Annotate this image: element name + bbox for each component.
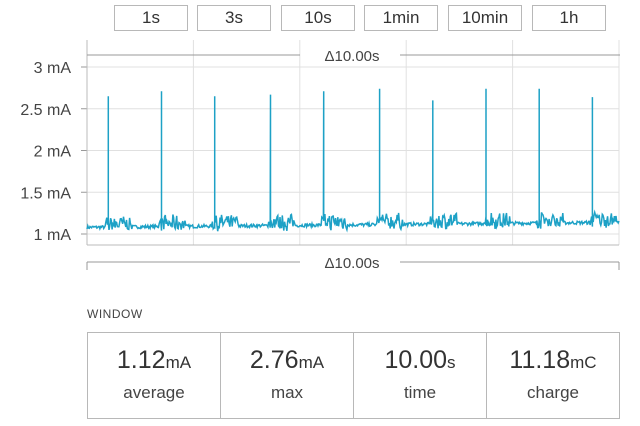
y-axis-ticks: 3 mA 2.5 mA 2 mA 1.5 mA 1 mA <box>20 40 88 245</box>
top-delta-label: Δ10.00s <box>324 48 379 65</box>
stat-unit: s <box>447 353 456 372</box>
y-tick-label: 3 mA <box>34 60 72 77</box>
window-stats-panel: 1.12mA average 2.76mA max 10.00s time 11.18mC c… <box>87 332 620 419</box>
range-button-1h[interactable]: 1h <box>532 5 606 31</box>
bottom-delta-label: Δ10.00s <box>324 255 379 272</box>
stat-label: average <box>123 383 185 402</box>
y-tick-label: 1 mA <box>34 227 72 244</box>
stat-average: 1.12mA average <box>88 333 221 418</box>
stat-label: charge <box>527 383 579 402</box>
y-tick-label: 1.5 mA <box>20 185 71 202</box>
stat-unit: mC <box>570 353 597 372</box>
stat-unit: mA <box>165 353 192 372</box>
range-button-1min[interactable]: 1min <box>364 5 438 31</box>
window-section-label: WINDOW <box>87 307 143 321</box>
stat-value: 11.18 <box>509 346 571 374</box>
stat-label: max <box>270 383 304 402</box>
stat-value: 2.76 <box>249 346 299 374</box>
y-tick-label: 2 mA <box>34 144 72 161</box>
stat-label: time <box>403 383 437 402</box>
top-window-indicator: Δ10.00s <box>87 48 620 65</box>
stat-unit: mA <box>298 353 325 372</box>
y-tick-label: 2.5 mA <box>20 102 71 119</box>
stat-max: 2.76mA max <box>221 333 354 418</box>
range-button-1s[interactable]: 1s <box>114 5 188 31</box>
stat-value: 10.00 <box>384 346 448 374</box>
stat-value: 1.12 <box>116 346 166 374</box>
bottom-window-indicator: Δ10.00s <box>86 255 620 272</box>
stat-charge: 11.18mC charge <box>487 333 619 418</box>
range-button-3s[interactable]: 3s <box>197 5 271 31</box>
current-chart[interactable]: 3 mA 2.5 mA 2 mA 1.5 mA 1 mA Δ10.00s Δ10.00s <box>0 0 640 300</box>
current-trace <box>86 88 620 233</box>
chart-grid <box>86 40 620 245</box>
stat-time: 10.00s time <box>354 333 487 418</box>
range-button-10s[interactable]: 10s <box>281 5 355 31</box>
range-button-10min[interactable]: 10min <box>448 5 522 31</box>
